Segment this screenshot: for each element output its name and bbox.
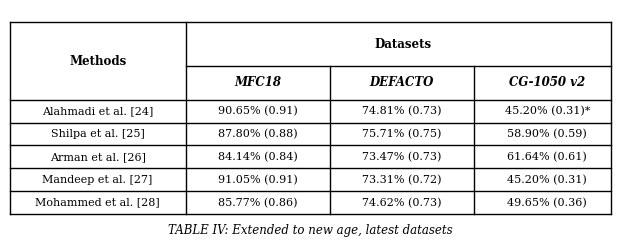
Text: 49.65% (0.36): 49.65% (0.36) (508, 197, 587, 208)
Text: 61.64% (0.61): 61.64% (0.61) (508, 152, 587, 162)
Text: Datasets: Datasets (374, 38, 432, 51)
Text: 58.90% (0.59): 58.90% (0.59) (508, 129, 587, 139)
Text: 84.14% (0.84): 84.14% (0.84) (218, 152, 298, 162)
Text: TABLE IV: Extended to new age, latest datasets: TABLE IV: Extended to new age, latest da… (168, 224, 452, 237)
Text: 87.80% (0.88): 87.80% (0.88) (218, 129, 298, 139)
Text: 85.77% (0.86): 85.77% (0.86) (218, 197, 298, 208)
Text: 75.71% (0.75): 75.71% (0.75) (362, 129, 442, 139)
Text: Alahmadi et al. [24]: Alahmadi et al. [24] (42, 106, 154, 116)
Text: 74.62% (0.73): 74.62% (0.73) (362, 197, 442, 208)
Text: 45.20% (0.31)*: 45.20% (0.31)* (504, 106, 590, 116)
Text: 91.05% (0.91): 91.05% (0.91) (218, 175, 298, 185)
Text: Shilpa et al. [25]: Shilpa et al. [25] (51, 129, 145, 139)
Text: DEFACTO: DEFACTO (369, 76, 434, 89)
Text: Arman et al. [26]: Arman et al. [26] (50, 152, 146, 162)
Text: 73.31% (0.72): 73.31% (0.72) (362, 175, 442, 185)
Text: CG-1050 v2: CG-1050 v2 (509, 76, 585, 89)
Text: Methods: Methods (69, 55, 126, 67)
Text: Mandeep et al. [27]: Mandeep et al. [27] (42, 175, 153, 185)
Text: 74.81% (0.73): 74.81% (0.73) (362, 106, 442, 116)
Text: 45.20% (0.31): 45.20% (0.31) (508, 175, 587, 185)
Text: 73.47% (0.73): 73.47% (0.73) (362, 152, 442, 162)
Text: 90.65% (0.91): 90.65% (0.91) (218, 106, 298, 116)
Text: Mohammed et al. [28]: Mohammed et al. [28] (35, 198, 160, 208)
Text: MFC18: MFC18 (234, 76, 281, 89)
